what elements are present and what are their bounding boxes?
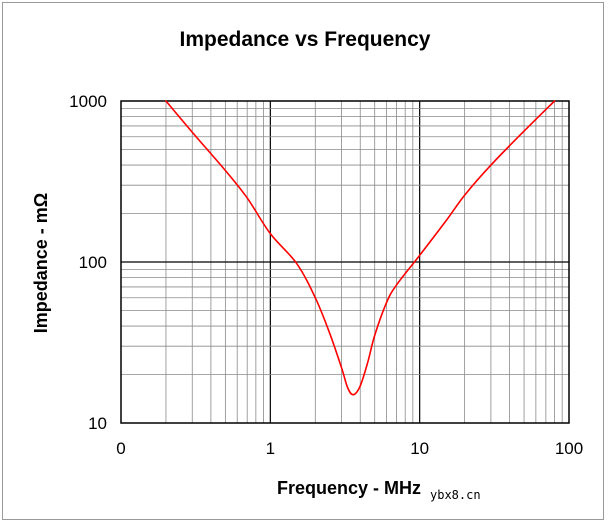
chart-title: Impedance vs Frequency (180, 28, 431, 51)
x-tick-label: 0 (116, 439, 125, 458)
series-line-impedance (165, 100, 556, 396)
plot-border (120, 100, 570, 424)
x-tick-label: 100 (555, 439, 583, 458)
y-axis-title: Impedance - mΩ (31, 193, 51, 333)
y-tick-label: 10 (88, 414, 107, 433)
grid (121, 101, 569, 423)
y-tick-label: 100 (79, 253, 107, 272)
watermark-text: ybx8.cn (430, 488, 481, 502)
tick-labels: 0 1 10 100 10 100 1000 (69, 92, 583, 458)
x-axis-title: Frequency - MHz (277, 478, 421, 498)
chart-frame: Impedance vs Frequency 0 1 10 100 10 100 1000 … (2, 2, 604, 520)
series-group (165, 100, 556, 396)
chart: Impedance vs Frequency 0 1 10 100101001000 … (31, 28, 583, 502)
x-tick-label: 10 (410, 439, 429, 458)
x-tick-label: 1 (266, 439, 275, 458)
y-tick-label: 1000 (69, 92, 107, 111)
